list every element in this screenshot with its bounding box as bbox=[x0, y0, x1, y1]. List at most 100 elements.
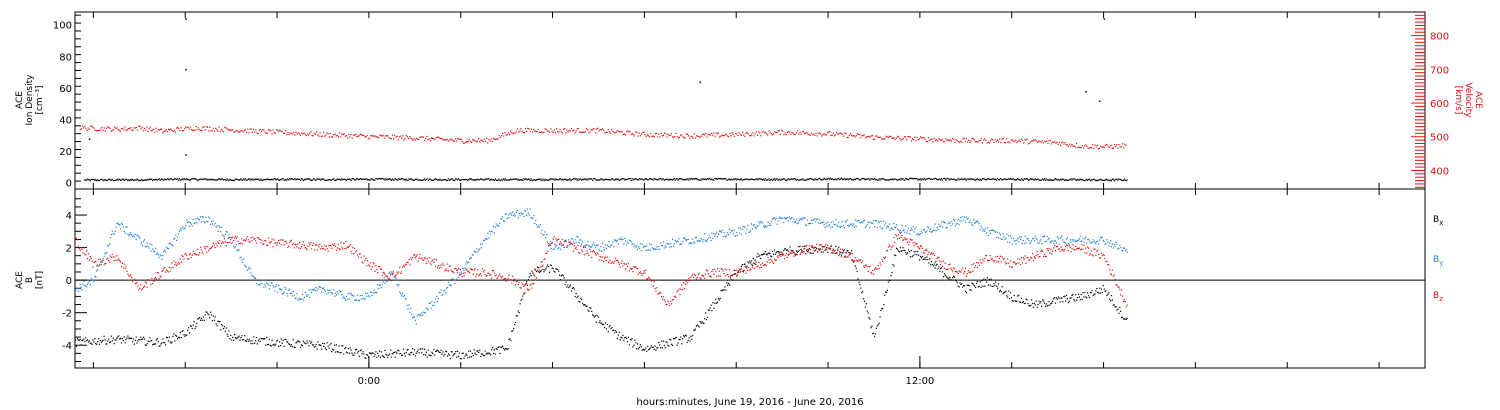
velocity-series-point bbox=[449, 139, 451, 141]
velocity-series-point bbox=[126, 129, 128, 131]
bx-series-point bbox=[916, 254, 918, 256]
bx-series-point bbox=[891, 271, 893, 274]
velocity-series-point bbox=[514, 132, 516, 134]
density-series-point bbox=[261, 179, 263, 181]
bx-series-point bbox=[919, 259, 921, 261]
velocity-series-point bbox=[848, 134, 850, 136]
bz-series-point bbox=[539, 266, 541, 268]
bx-series-point bbox=[86, 339, 89, 341]
velocity-series-point bbox=[390, 138, 392, 140]
by-series-point bbox=[1073, 241, 1075, 243]
velocity-series-point bbox=[546, 130, 548, 132]
by-series-point bbox=[691, 242, 693, 244]
by-series-point bbox=[873, 220, 875, 222]
by-series-point bbox=[737, 234, 739, 236]
bx-series-point bbox=[697, 325, 699, 327]
by-series-point bbox=[213, 224, 215, 226]
bx-series-point bbox=[1008, 290, 1010, 292]
by-series-point bbox=[738, 227, 740, 229]
velocity-series-point bbox=[192, 129, 194, 131]
density-series-point bbox=[450, 178, 452, 180]
bx-series-point bbox=[1121, 316, 1124, 318]
bx-series-point bbox=[508, 338, 510, 341]
by-series-point bbox=[702, 241, 704, 243]
by-series-point bbox=[1049, 241, 1051, 243]
density-series-point bbox=[668, 179, 670, 181]
velocity-series-point bbox=[1043, 140, 1046, 142]
by-series-point bbox=[509, 213, 511, 215]
density-series-point bbox=[755, 178, 757, 180]
bx-series-point bbox=[138, 339, 140, 341]
by-series-point bbox=[1122, 247, 1125, 249]
bz-series-point bbox=[94, 261, 96, 263]
bx-series-point bbox=[939, 270, 941, 272]
bz-series-point bbox=[415, 255, 417, 257]
bz-series-point bbox=[84, 253, 86, 255]
by-series-point bbox=[569, 244, 571, 246]
velocity-series-point bbox=[409, 136, 411, 138]
bx-series-point bbox=[1043, 302, 1046, 304]
velocity-series-point bbox=[1029, 142, 1031, 144]
bz-series-point bbox=[379, 266, 381, 268]
velocity-series-point bbox=[154, 131, 156, 133]
bz-series-point bbox=[508, 274, 510, 276]
by-series-point bbox=[233, 247, 236, 249]
density-series-point bbox=[557, 179, 559, 181]
by-series-point bbox=[370, 291, 372, 293]
bx-series-point bbox=[388, 354, 390, 356]
by-series-point bbox=[199, 219, 201, 221]
density-series-point bbox=[507, 179, 509, 181]
bz-series-point bbox=[164, 267, 166, 269]
bz-series-point bbox=[501, 277, 503, 279]
bz-series-point bbox=[513, 280, 515, 282]
by-series-point bbox=[817, 218, 819, 220]
bx-series-point bbox=[913, 251, 915, 253]
density-series-point bbox=[1122, 179, 1125, 181]
bx-series-point bbox=[151, 340, 153, 342]
density-series-point bbox=[438, 179, 440, 181]
by-series-point bbox=[209, 217, 211, 219]
density-series-point bbox=[568, 179, 570, 181]
bx-series-point bbox=[1017, 295, 1019, 297]
by-series-point bbox=[573, 242, 575, 244]
bz-series-point bbox=[482, 271, 484, 273]
by-series-point bbox=[236, 249, 238, 251]
bz-series-point bbox=[284, 241, 286, 243]
bx-series-point bbox=[227, 335, 229, 337]
by-series-point bbox=[1053, 243, 1055, 245]
bz-series-point bbox=[475, 275, 477, 277]
bz-series-point bbox=[544, 258, 546, 260]
velocity-series-point bbox=[638, 132, 640, 134]
by-series-point bbox=[609, 246, 611, 248]
density-series-point bbox=[268, 179, 270, 181]
velocity-series-point bbox=[1105, 143, 1108, 145]
by-series-point bbox=[1086, 242, 1088, 244]
density-series-point bbox=[291, 178, 293, 180]
velocity-series-point bbox=[1073, 145, 1075, 147]
velocity-series-point bbox=[512, 133, 514, 135]
density-series-point bbox=[553, 178, 555, 180]
by-series-point bbox=[557, 248, 559, 250]
velocity-series-point bbox=[657, 136, 659, 138]
by-series-point bbox=[1017, 237, 1019, 239]
velocity-series-point bbox=[254, 131, 256, 133]
density-series-point bbox=[841, 178, 843, 180]
velocity-series-point bbox=[908, 136, 910, 138]
density-series-point bbox=[746, 178, 748, 180]
bz-series-point bbox=[490, 274, 492, 276]
bx-series-point bbox=[336, 351, 338, 353]
by-series-point bbox=[874, 219, 877, 222]
velocity-series-point bbox=[316, 131, 318, 133]
by-series-point bbox=[845, 220, 847, 222]
velocity-series-point bbox=[595, 132, 597, 134]
bx-series-point bbox=[940, 268, 942, 270]
by-series-point bbox=[986, 232, 988, 234]
density-y-tick-label: 80 bbox=[59, 52, 72, 63]
bx-series-point bbox=[964, 290, 967, 292]
velocity-series-point bbox=[122, 127, 124, 129]
bz-series-point bbox=[344, 247, 346, 250]
by-series-point bbox=[1117, 248, 1119, 250]
density-series-point bbox=[351, 177, 353, 180]
density-series-point bbox=[211, 178, 213, 180]
density-series-point bbox=[1001, 179, 1003, 181]
